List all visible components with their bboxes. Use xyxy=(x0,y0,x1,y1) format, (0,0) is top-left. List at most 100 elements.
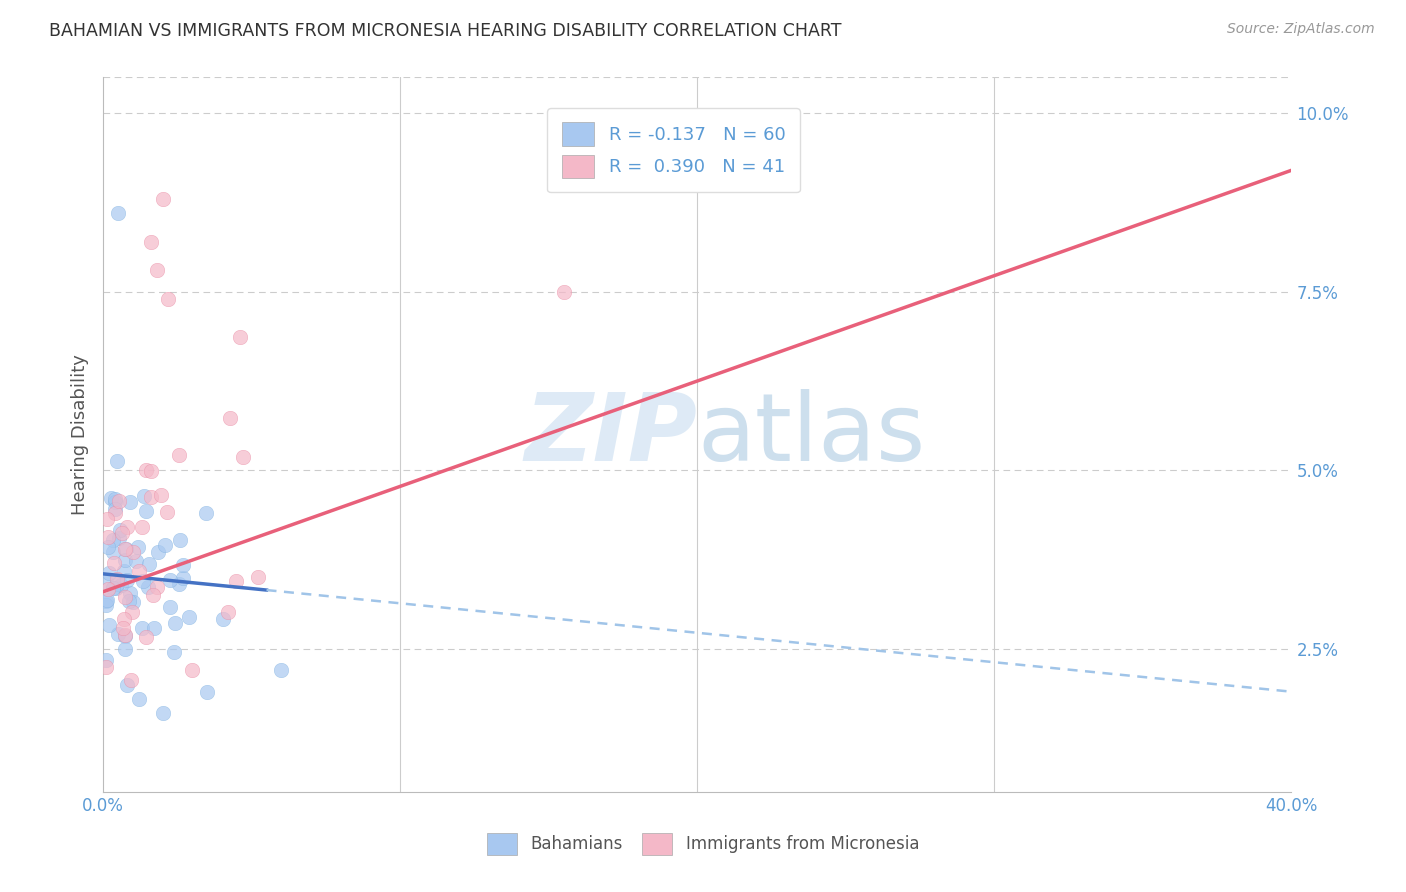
Point xyxy=(159,574,181,588)
Point xyxy=(124,554,146,568)
Point xyxy=(122,595,145,609)
Point xyxy=(553,285,575,299)
Point xyxy=(94,593,117,607)
Point xyxy=(247,570,270,584)
Point xyxy=(138,557,160,571)
Point xyxy=(107,206,129,220)
Point xyxy=(101,533,124,547)
Point xyxy=(100,491,122,505)
Point xyxy=(120,494,142,508)
Point xyxy=(145,263,167,277)
Point xyxy=(105,454,128,468)
Point xyxy=(146,545,169,559)
Point xyxy=(132,574,155,588)
Point xyxy=(115,573,138,587)
Point xyxy=(149,488,172,502)
Point xyxy=(97,582,120,596)
Point xyxy=(108,531,131,545)
Text: ZIP: ZIP xyxy=(524,389,697,481)
Point xyxy=(94,574,117,589)
Point xyxy=(114,542,136,557)
Point xyxy=(135,630,157,644)
Point xyxy=(136,580,159,594)
Point xyxy=(194,506,217,520)
Point xyxy=(96,653,118,667)
Point xyxy=(163,645,186,659)
Point xyxy=(97,541,120,555)
Point xyxy=(105,572,128,586)
Point xyxy=(97,530,120,544)
Text: BAHAMIAN VS IMMIGRANTS FROM MICRONESIA HEARING DISABILITY CORRELATION CHART: BAHAMIAN VS IMMIGRANTS FROM MICRONESIA H… xyxy=(49,22,842,40)
Point xyxy=(114,590,136,604)
Point xyxy=(169,448,191,462)
Point xyxy=(112,564,135,578)
Point xyxy=(217,605,239,619)
Point xyxy=(156,504,179,518)
Point xyxy=(107,627,129,641)
Point xyxy=(104,491,127,506)
Text: Source: ZipAtlas.com: Source: ZipAtlas.com xyxy=(1227,22,1375,37)
Point xyxy=(120,673,142,688)
Point xyxy=(179,609,201,624)
Point xyxy=(142,588,165,602)
Point xyxy=(228,330,250,344)
Point xyxy=(110,578,132,592)
Point xyxy=(114,553,136,567)
Point xyxy=(112,621,135,635)
Point xyxy=(114,629,136,643)
Point xyxy=(218,410,240,425)
Point xyxy=(135,504,157,518)
Point xyxy=(107,577,129,591)
Point xyxy=(131,520,153,534)
Point xyxy=(94,598,117,612)
Point xyxy=(172,558,194,573)
Point xyxy=(108,524,131,538)
Point xyxy=(103,545,125,559)
Point xyxy=(101,581,124,595)
Point xyxy=(146,581,169,595)
Point xyxy=(211,612,233,626)
Legend: Bahamians, Immigrants from Micronesia: Bahamians, Immigrants from Micronesia xyxy=(479,827,927,862)
Point xyxy=(132,489,155,503)
Point xyxy=(114,641,136,656)
Point xyxy=(153,538,176,552)
Point xyxy=(111,525,134,540)
Point xyxy=(165,616,187,631)
Point xyxy=(96,512,118,526)
Point xyxy=(122,545,145,559)
Point xyxy=(157,292,180,306)
Point xyxy=(94,660,117,674)
Point xyxy=(270,663,292,677)
Point xyxy=(152,706,174,720)
Point xyxy=(128,691,150,706)
Point xyxy=(120,586,142,600)
Point xyxy=(114,541,136,556)
Y-axis label: Hearing Disability: Hearing Disability xyxy=(72,354,89,515)
Point xyxy=(139,235,162,249)
Point xyxy=(195,684,218,698)
Legend: R = -0.137   N = 60, R =  0.390   N = 41: R = -0.137 N = 60, R = 0.390 N = 41 xyxy=(547,108,800,192)
Point xyxy=(103,557,125,571)
Text: atlas: atlas xyxy=(697,389,925,481)
Point xyxy=(139,491,162,505)
Point xyxy=(104,581,127,595)
Point xyxy=(104,495,127,509)
Point xyxy=(127,541,149,555)
Point xyxy=(232,450,254,465)
Point xyxy=(104,507,127,521)
Point xyxy=(114,628,136,642)
Point xyxy=(96,592,118,607)
Point xyxy=(128,564,150,578)
Point xyxy=(104,502,127,516)
Point xyxy=(225,574,247,588)
Point xyxy=(172,571,194,585)
Point xyxy=(169,533,191,547)
Point xyxy=(159,599,181,614)
Point xyxy=(131,621,153,635)
Point xyxy=(121,605,143,619)
Point xyxy=(152,192,174,206)
Point xyxy=(98,566,121,580)
Point xyxy=(181,663,204,677)
Point xyxy=(98,617,121,632)
Point xyxy=(115,520,138,534)
